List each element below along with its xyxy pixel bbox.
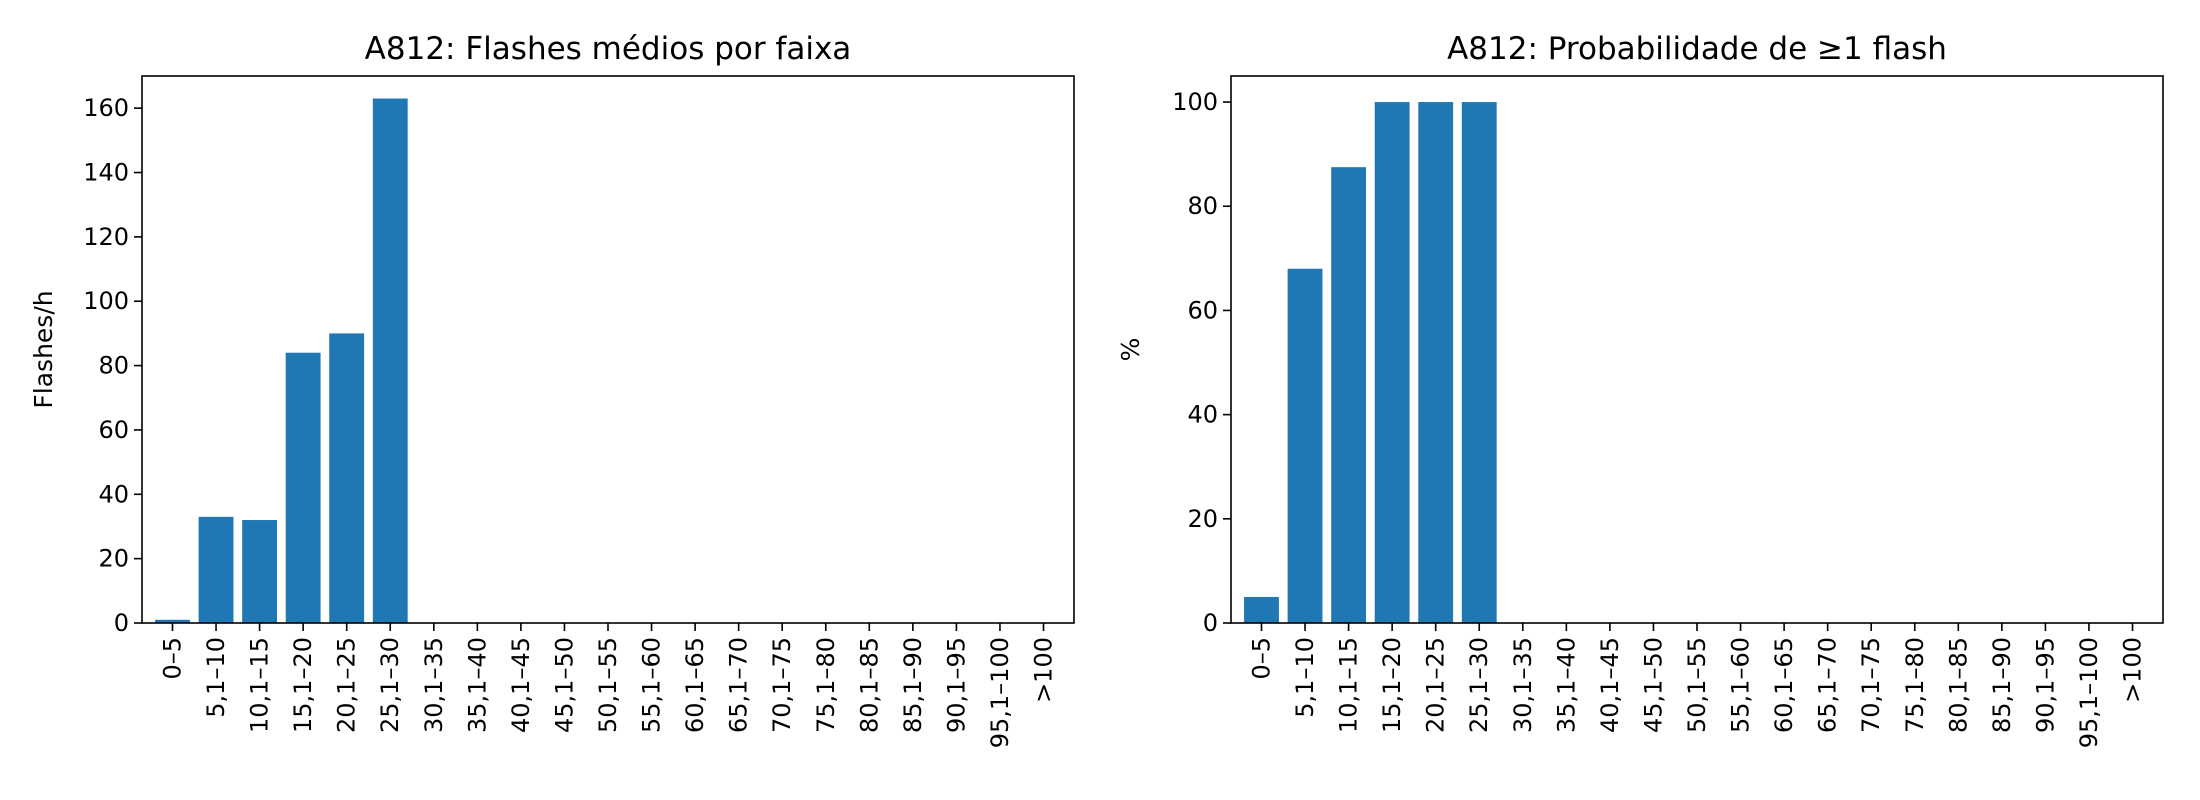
x-tick-label: >100 xyxy=(1030,637,1058,703)
bar xyxy=(1244,596,1279,623)
y-tick-label: 40 xyxy=(1187,401,1218,429)
y-tick-label: 40 xyxy=(98,480,129,508)
x-tick-label: 20,1–25 xyxy=(1422,637,1450,733)
bar xyxy=(329,333,365,623)
x-tick-label: 80,1–85 xyxy=(855,637,883,733)
x-tick-label: 15,1–20 xyxy=(289,637,317,733)
x-tick-label: 25,1–30 xyxy=(1465,637,1493,733)
bar xyxy=(1374,102,1410,624)
x-tick-label: 85,1–90 xyxy=(1988,637,2016,733)
bars xyxy=(155,98,408,623)
x-tick-label: 85,1–90 xyxy=(899,637,927,733)
x-tick-label: 25,1–30 xyxy=(376,637,404,733)
x-tick-label: 0–5 xyxy=(1247,637,1275,680)
x-tick-label: 90,1–95 xyxy=(942,637,970,733)
x-tick-label: 35,1–40 xyxy=(463,637,491,733)
chart-title: A812: Probabilidade de ≥1 flash xyxy=(1447,31,1947,67)
x-tick-label: 75,1–80 xyxy=(1901,637,1929,733)
y-tick-label: 160 xyxy=(83,94,129,122)
plot-frame xyxy=(1230,75,2164,624)
x-tick-label: 40,1–45 xyxy=(507,637,535,733)
x-tick-label: 80,1–85 xyxy=(1944,637,1972,733)
y-tick-label: 60 xyxy=(1187,296,1218,324)
y-tick-label: 0 xyxy=(114,609,129,637)
chart-title: A812: Flashes médios por faixa xyxy=(365,31,852,67)
bar xyxy=(198,516,234,623)
bar xyxy=(1287,268,1323,623)
x-tick-label: 70,1–75 xyxy=(1857,637,1885,733)
bar xyxy=(285,352,321,623)
y-axis: 0 20 40 60 80 100 xyxy=(1172,88,1231,637)
x-tick-label: 45,1–50 xyxy=(550,637,578,733)
bar xyxy=(155,619,190,623)
y-tick-label: 20 xyxy=(1187,505,1218,533)
x-tick-label: 65,1–70 xyxy=(1814,637,1842,733)
y-tick-label: 80 xyxy=(98,352,129,380)
x-tick-label: 55,1–60 xyxy=(638,637,666,733)
bars xyxy=(1244,102,1497,624)
bar xyxy=(1418,102,1454,624)
y-tick-label: 120 xyxy=(83,223,129,251)
x-tick-label: 10,1–15 xyxy=(1335,637,1363,733)
x-tick-label: 50,1–55 xyxy=(594,637,622,733)
x-tick-label: 0–5 xyxy=(158,637,186,680)
y-tick-label: 20 xyxy=(98,545,129,573)
x-tick-label: 70,1–75 xyxy=(768,637,796,733)
x-tick-label: 65,1–70 xyxy=(725,637,753,733)
x-axis: 0–5 5,1–10 10,1–15 15,1–20 20,1–25 25,1–30 30,… xyxy=(1247,623,2147,748)
x-tick-label: 50,1–55 xyxy=(1683,637,1711,733)
plot-frame xyxy=(141,75,1075,624)
x-tick-label: 55,1–60 xyxy=(1727,637,1755,733)
x-tick-label: 15,1–20 xyxy=(1378,637,1406,733)
x-tick-label: 35,1–40 xyxy=(1552,637,1580,733)
bar xyxy=(372,98,408,623)
x-tick-label: 5,1–10 xyxy=(1291,637,1319,718)
y-tick-label: 100 xyxy=(83,287,129,315)
x-tick-label: 45,1–50 xyxy=(1639,637,1667,733)
x-tick-label: 95,1–100 xyxy=(2075,637,2103,748)
x-tick-label: 30,1–35 xyxy=(1509,637,1537,733)
x-axis: 0–5 5,1–10 10,1–15 15,1–20 20,1–25 25,1–30 30,… xyxy=(158,623,1058,748)
x-tick-label: 90,1–95 xyxy=(2031,637,2059,733)
y-tick-label: 80 xyxy=(1187,192,1218,220)
bar xyxy=(242,520,278,623)
bar xyxy=(1331,167,1367,623)
x-tick-label: >100 xyxy=(2119,637,2147,703)
x-tick-label: 60,1–65 xyxy=(1770,637,1798,733)
y-axis: 0 20 40 60 80 100 120 140 160 xyxy=(83,94,142,637)
x-tick-label: 10,1–15 xyxy=(246,637,274,733)
x-tick-label: 30,1–35 xyxy=(420,637,448,733)
y-axis-label: % xyxy=(1116,338,1145,362)
x-tick-label: 20,1–25 xyxy=(333,637,361,733)
chart-mean-flashes: A812: Flashes médios por faixa Flashes/h… xyxy=(29,31,1075,748)
y-tick-label: 60 xyxy=(98,416,129,444)
x-tick-label: 5,1–10 xyxy=(202,637,230,718)
y-tick-label: 140 xyxy=(83,159,129,187)
x-tick-label: 60,1–65 xyxy=(681,637,709,733)
x-tick-label: 40,1–45 xyxy=(1596,637,1624,733)
y-tick-label: 100 xyxy=(1172,88,1218,116)
x-tick-label: 75,1–80 xyxy=(812,637,840,733)
bar xyxy=(1461,102,1497,624)
y-tick-label: 0 xyxy=(1203,609,1218,637)
x-tick-label: 95,1–100 xyxy=(986,637,1014,748)
chart-probability: A812: Probabilidade de ≥1 flash % 0 20 40 6… xyxy=(1116,31,2164,748)
y-axis-label: Flashes/h xyxy=(29,290,58,408)
